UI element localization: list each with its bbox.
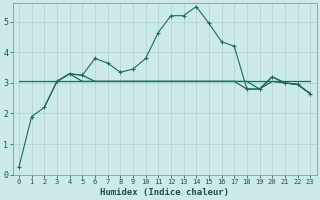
X-axis label: Humidex (Indice chaleur): Humidex (Indice chaleur) (100, 188, 229, 197)
